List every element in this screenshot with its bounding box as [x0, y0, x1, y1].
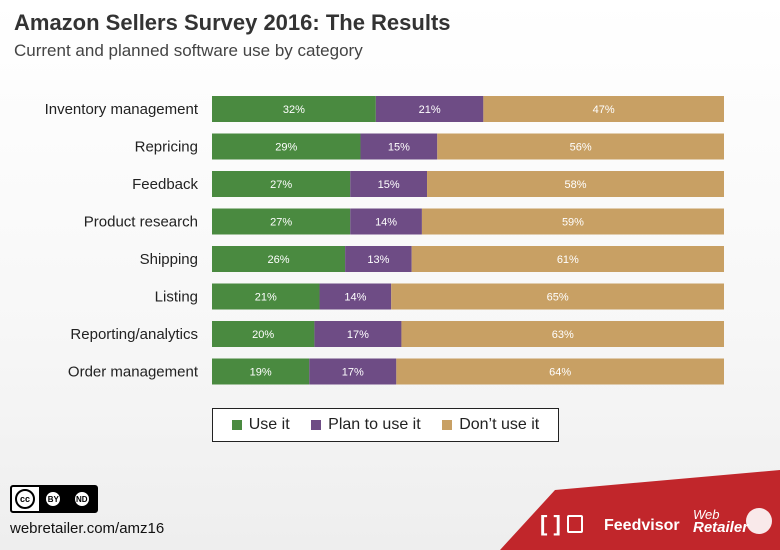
- category-label: Listing: [155, 289, 198, 306]
- category-label: Repricing: [135, 139, 198, 156]
- bar-segment-use: [212, 246, 346, 272]
- bar-value-label: 29%: [275, 142, 297, 154]
- legend-item-dont-use-it: Don’t use it: [442, 416, 539, 434]
- cc-icon: cc: [15, 489, 35, 509]
- bar-segment-dont: [401, 321, 724, 347]
- bar-value-label: 17%: [347, 329, 369, 341]
- legend-item-plan-to-use-it: Plan to use it: [311, 416, 421, 434]
- legend-swatch-dont-use-it: [442, 420, 453, 430]
- category-label: Order management: [68, 364, 199, 381]
- chart-legend: Use it Plan to use it Don’t use it: [212, 408, 559, 442]
- bar-segment-dont: [437, 133, 724, 160]
- bar-segment-dont: [421, 208, 724, 235]
- bar-value-label: 14%: [375, 217, 397, 229]
- bar-value-label: 21%: [255, 292, 277, 304]
- bar-value-label: 21%: [419, 104, 441, 116]
- chart-title: Amazon Sellers Survey 2016: The Results: [14, 10, 451, 35]
- bar-value-label: 64%: [549, 367, 571, 379]
- category-label: Reporting/analytics: [70, 326, 198, 343]
- bar-segment-dont: [396, 358, 724, 385]
- bar-value-label: 20%: [252, 329, 274, 341]
- feedvisor-name: Feedvisor: [604, 517, 680, 534]
- footer-url[interactable]: webretailer.com/amz16: [10, 520, 165, 537]
- legend-item-use-it: Use it: [231, 416, 290, 434]
- bar-segment-dont: [411, 246, 724, 272]
- category-label: Product research: [84, 214, 198, 231]
- bar-segment-use: [212, 283, 320, 310]
- cc-terms: BY ND: [39, 487, 96, 511]
- bar-value-label: 61%: [557, 254, 579, 266]
- bar-segment-plan: [319, 283, 392, 310]
- bar-value-label: 59%: [562, 217, 584, 229]
- bar-value-label: 15%: [388, 142, 410, 154]
- bar-value-label: 63%: [552, 329, 574, 341]
- bar-value-label: 27%: [270, 179, 292, 191]
- bar-value-label: 65%: [547, 292, 569, 304]
- webretailer-retailer: Retailer: [693, 519, 749, 536]
- bracket-icon: [ ]: [540, 511, 561, 536]
- legend-label-plan-to-use-it: Plan to use it: [328, 416, 421, 433]
- cc-by-icon: BY: [44, 490, 63, 508]
- legend-label-dont-use-it: Don’t use it: [459, 416, 540, 433]
- webretailer-web: Web: [693, 507, 720, 522]
- bar-segment-use: [212, 171, 351, 197]
- bar-segment-dont: [391, 283, 724, 310]
- feedvisor-logo: [ ]: [540, 511, 583, 537]
- cc-nd-icon: ND: [72, 490, 91, 508]
- bar-value-label: 15%: [378, 179, 400, 191]
- bar-value-label: 47%: [593, 104, 615, 116]
- bar-value-label: 32%: [283, 104, 305, 116]
- legend-label-use-it: Use it: [248, 416, 290, 433]
- bar-segment-plan: [375, 96, 484, 122]
- bar-segment-plan: [350, 208, 422, 235]
- bar-value-label: 26%: [268, 254, 290, 266]
- bar-value-label: 14%: [344, 292, 366, 304]
- category-label: Shipping: [140, 251, 198, 268]
- legend-swatch-plan-to-use-it: [311, 420, 322, 430]
- shopping-bag-icon: [566, 515, 583, 533]
- bar-value-label: 27%: [270, 217, 292, 229]
- footer-red-band: [500, 470, 780, 550]
- bar-segment-plan: [309, 358, 397, 385]
- bar-value-label: 17%: [342, 367, 364, 379]
- bar-value-label: 58%: [565, 179, 587, 191]
- bar-value-label: 56%: [570, 142, 592, 154]
- bar-segment-plan: [345, 246, 412, 272]
- webretailer-logo: Web Retailer: [693, 507, 749, 536]
- legend-swatch-use-it: [231, 420, 242, 430]
- category-label: Feedback: [132, 176, 198, 193]
- bar-segment-use: [212, 208, 351, 235]
- bar-value-label: 19%: [250, 367, 272, 379]
- bar-segment-plan: [360, 133, 438, 160]
- bar-segment-use: [212, 358, 310, 385]
- creative-commons-badge: cc BY ND: [10, 485, 98, 513]
- bar-segment-plan: [350, 171, 428, 197]
- bar-segment-dont: [483, 96, 724, 122]
- bar-segment-use: [212, 96, 376, 122]
- bar-segment-use: [212, 133, 361, 160]
- category-label: Inventory management: [45, 101, 199, 118]
- bar-segment-use: [212, 321, 315, 347]
- globe-icon: [746, 508, 772, 534]
- bar-segment-plan: [314, 321, 402, 347]
- bar-segment-dont: [427, 171, 724, 197]
- bar-value-label: 13%: [367, 254, 389, 266]
- stacked-bar-chart: Inventory management 32% 21% 47% Repricing 29…: [45, 96, 724, 385]
- chart-subtitle: Current and planned software use by cate…: [14, 41, 363, 60]
